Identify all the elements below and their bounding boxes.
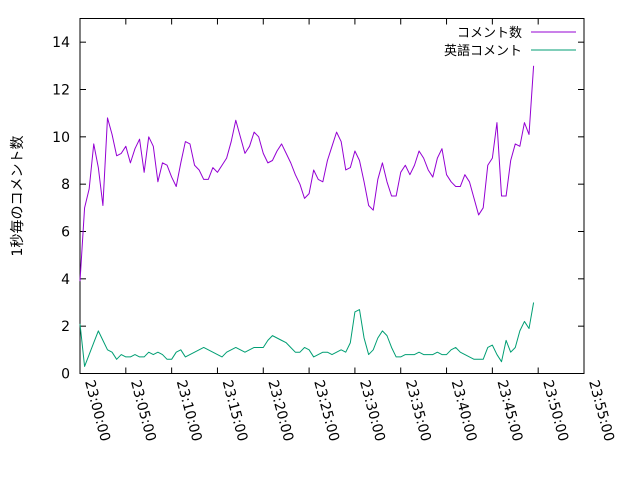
plot-series (79, 65, 535, 367)
x-tick-label: 23:50:00 (539, 378, 571, 443)
x-tick-label: 23:55:00 (585, 378, 617, 443)
x-tick-label: 23:45:00 (493, 378, 525, 443)
y-tick-label: 8 (61, 177, 70, 193)
y-tick-label: 10 (52, 130, 70, 146)
x-axis: 23:00:00 23:05:00 23:10:00 23:15:00 23:20:00… (79, 18, 617, 443)
x-tick-label: 23:20:00 (264, 378, 296, 443)
legend-label-0: コメント数 (457, 26, 522, 41)
x-tick-label: 23:35:00 (402, 378, 434, 443)
x-tick-label: 23:05:00 (127, 378, 159, 443)
y-axis: 0 2 4 6 8 10 12 14 (52, 35, 584, 383)
x-tick-label: 23:15:00 (219, 378, 251, 443)
y-tick-label: 4 (61, 272, 70, 288)
y-tick-label: 14 (52, 35, 70, 51)
x-tick-label: 23:40:00 (448, 378, 480, 443)
x-tick-label: 23:25:00 (310, 378, 342, 443)
plot-frame (79, 18, 585, 374)
x-tick-label: 23:00:00 (81, 378, 113, 443)
y-tick-label: 12 (52, 83, 70, 99)
x-tick-label: 23:30:00 (356, 378, 388, 443)
y-tick-label: 2 (61, 319, 70, 335)
y-axis-label: 1秒毎のコメント数 (10, 136, 26, 257)
legend-label-1: 英語コメント (444, 43, 522, 59)
y-tick-label: 0 (61, 367, 70, 383)
x-tick-label: 23:10:00 (173, 378, 205, 443)
series-line-1 (79, 302, 535, 367)
series-line-0 (79, 65, 535, 282)
y-tick-label: 6 (61, 225, 70, 241)
